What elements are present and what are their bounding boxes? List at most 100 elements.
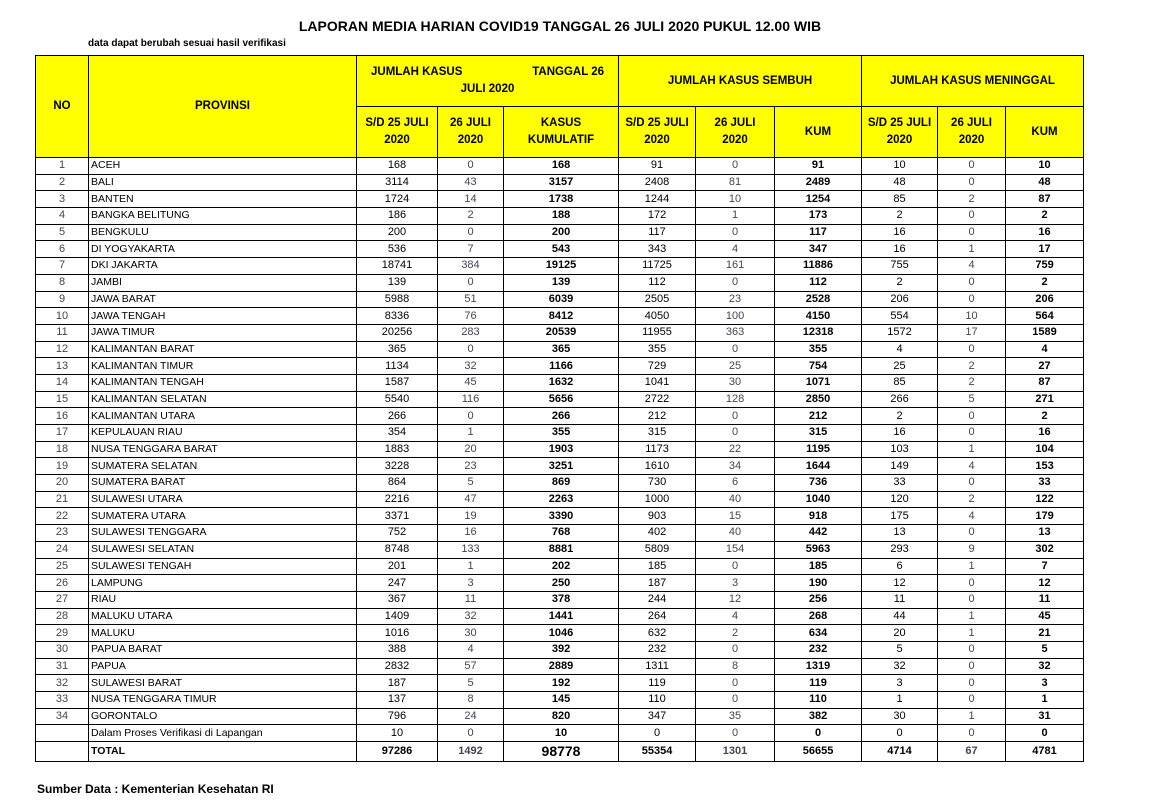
cell-value: 378	[502, 590, 620, 609]
cell-value: 212	[774, 407, 863, 425]
cell-value: 4	[861, 340, 939, 359]
cell-value: 44	[861, 607, 939, 626]
cell-value: 1572	[861, 323, 939, 342]
cell-provinsi: ACEH	[88, 157, 357, 175]
table-row: 13 KALIMANTAN TIMUR 1134 32 1166 729 25 754 25 2 2…	[35, 357, 1085, 375]
cell-value: 2850	[774, 390, 863, 409]
cell-value: 16	[861, 424, 939, 442]
cell-provinsi: MALUKU	[88, 624, 357, 642]
cell-no: 21	[35, 490, 89, 509]
cell-value: 187	[356, 674, 438, 692]
cell-value: 200	[502, 223, 620, 242]
cell-value: 8336	[356, 307, 438, 325]
header-sembuh-26: 26 JULI 2020	[695, 106, 776, 158]
cell-value: 1587	[356, 373, 438, 392]
table-row: 34 GORONTALO 796 24 820 347 35 382 30 1 31	[35, 707, 1085, 726]
cell-value: 48	[861, 173, 939, 192]
cell-value: 730	[618, 474, 697, 492]
cell-provinsi: JAMBI	[88, 273, 357, 292]
cell-no: 20	[35, 474, 89, 492]
cell-value: 21	[1005, 624, 1085, 642]
cell-value: 2889	[502, 657, 620, 676]
cell-value: 0	[695, 157, 776, 175]
cell-value: 175	[861, 507, 939, 526]
table-row: 4 BANGKA BELITUNG 186 2 188 172 1 173 2 0 2	[35, 207, 1085, 225]
cell-value: 1166	[502, 357, 620, 375]
cell-value: 0	[618, 724, 697, 743]
cell-value: 2	[861, 407, 939, 425]
cell-provinsi: DI YOGYAKARTA	[88, 240, 357, 259]
cell-value: 139	[502, 273, 620, 292]
cell-value: 343	[618, 240, 697, 259]
cell-value: 1254	[774, 190, 863, 209]
table-row: 22 SUMATERA UTARA 3371 19 3390 903 15 918 175 4 17…	[35, 507, 1085, 526]
cell-value: 3	[861, 674, 939, 692]
cell-value: 729	[618, 357, 697, 375]
cell-value: 185	[618, 557, 697, 576]
cell-value: 18741	[356, 257, 438, 275]
cell-value: 7	[437, 240, 504, 259]
cell-provinsi: JAWA TIMUR	[88, 323, 357, 342]
cell-value: 2	[1005, 407, 1085, 425]
cell-value: 2	[937, 490, 1007, 509]
cell-value: 25	[861, 357, 939, 375]
cell-value: 56655	[774, 741, 863, 763]
cell-value: 355	[618, 340, 697, 359]
cell-value: 4	[437, 640, 504, 659]
cell-value: 2	[937, 190, 1007, 209]
cell-value: 119	[774, 674, 863, 692]
cell-value: 5	[437, 674, 504, 692]
cell-provinsi: MALUKU UTARA	[88, 607, 357, 626]
cell-value: 10	[502, 724, 620, 743]
cell-no: 33	[35, 691, 89, 709]
cell-value: 4050	[618, 307, 697, 325]
cell-provinsi: KEPULAUAN RIAU	[88, 424, 357, 442]
cell-value: 10	[695, 190, 776, 209]
header-meninggal-kum: KUM	[1005, 106, 1085, 158]
header-kasus-kumulatif: KASUS KUMULATIF	[502, 106, 620, 158]
cell-value: 247	[356, 574, 438, 592]
cell-value: 128	[695, 390, 776, 409]
cell-value: 1589	[1005, 323, 1085, 342]
cell-value: 11725	[618, 257, 697, 275]
cell-no: 28	[35, 607, 89, 626]
cell-value: 1244	[618, 190, 697, 209]
cell-value: 554	[861, 307, 939, 325]
cell-value: 8412	[502, 307, 620, 325]
cell-value: 232	[618, 640, 697, 659]
cell-value: 20256	[356, 323, 438, 342]
cell-value: 0	[695, 424, 776, 442]
table-row: 27 RIAU 367 11 378 244 12 256 11 0 11	[35, 590, 1085, 609]
cell-value: 869	[502, 474, 620, 492]
cell-value: 4714	[861, 741, 939, 763]
cell-no: 32	[35, 674, 89, 692]
cell-no: 27	[35, 590, 89, 609]
cell-provinsi: GORONTALO	[88, 707, 357, 726]
cell-provinsi: NUSA TENGGARA TIMUR	[88, 691, 357, 709]
cell-value: 119	[618, 674, 697, 692]
cell-value: 1738	[502, 190, 620, 209]
table-row: 30 PAPUA BARAT 388 4 392 232 0 232 5 0 5	[35, 640, 1085, 659]
cell-provinsi: SUMATERA BARAT	[88, 474, 357, 492]
cell-value: 17	[1005, 240, 1085, 259]
cell-value: 2	[695, 624, 776, 642]
cell-value: 0	[937, 657, 1007, 676]
cell-value: 47	[437, 490, 504, 509]
table-body: 1 ACEH 168 0 168 91 0 91 10 0 10 2 BALI 3114 43 3157 240…	[35, 157, 1085, 763]
cell-value: 402	[618, 524, 697, 542]
cell-value: 190	[774, 574, 863, 592]
cell-no: 29	[35, 624, 89, 642]
cell-provinsi: KALIMANTAN TENGAH	[88, 373, 357, 392]
cell-value: 2	[861, 273, 939, 292]
total-row: TOTAL 97286 1492 98778 55354 1301 56655 4714 67 4…	[35, 741, 1085, 763]
cell-value: 11955	[618, 323, 697, 342]
cell-value: 5656	[502, 390, 620, 409]
header-group-kasus-a: JUMLAH KASUS	[371, 66, 463, 78]
cell-value: 35	[695, 707, 776, 726]
cell-no: 22	[35, 507, 89, 526]
cell-value: 634	[774, 624, 863, 642]
cell-value: 4781	[1005, 741, 1085, 763]
cell-value: 4	[937, 457, 1007, 476]
cell-value: 8	[437, 691, 504, 709]
cell-no: 19	[35, 457, 89, 476]
